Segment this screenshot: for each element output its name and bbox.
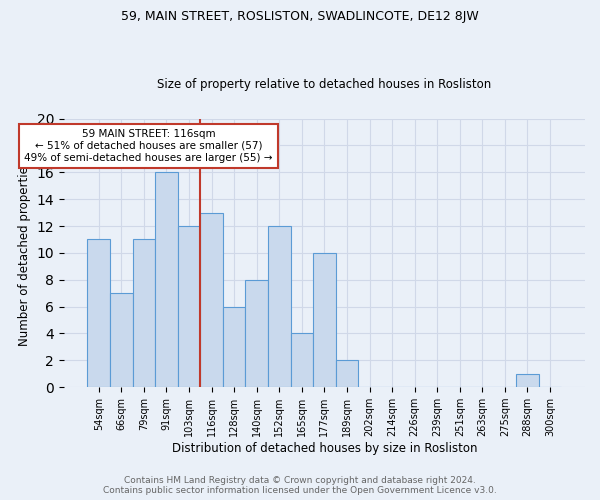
Y-axis label: Number of detached properties: Number of detached properties [18, 160, 31, 346]
Bar [245, 280, 268, 387]
Text: Contains HM Land Registry data © Crown copyright and database right 2024.
Contai: Contains HM Land Registry data © Crown c… [103, 476, 497, 495]
Bar [516, 374, 539, 387]
Bar [110, 293, 133, 387]
Bar [223, 306, 245, 387]
Text: 59 MAIN STREET: 116sqm
← 51% of detached houses are smaller (57)
49% of semi-det: 59 MAIN STREET: 116sqm ← 51% of detached… [24, 130, 272, 162]
Text: 59, MAIN STREET, ROSLISTON, SWADLINCOTE, DE12 8JW: 59, MAIN STREET, ROSLISTON, SWADLINCOTE,… [121, 10, 479, 23]
Bar [200, 212, 223, 387]
Bar [268, 226, 290, 387]
Title: Size of property relative to detached houses in Rosliston: Size of property relative to detached ho… [157, 78, 491, 91]
Bar [88, 240, 110, 387]
Bar [133, 240, 155, 387]
Bar [290, 334, 313, 387]
X-axis label: Distribution of detached houses by size in Rosliston: Distribution of detached houses by size … [172, 442, 477, 455]
Bar [155, 172, 178, 387]
Bar [313, 253, 335, 387]
Bar [178, 226, 200, 387]
Bar [335, 360, 358, 387]
